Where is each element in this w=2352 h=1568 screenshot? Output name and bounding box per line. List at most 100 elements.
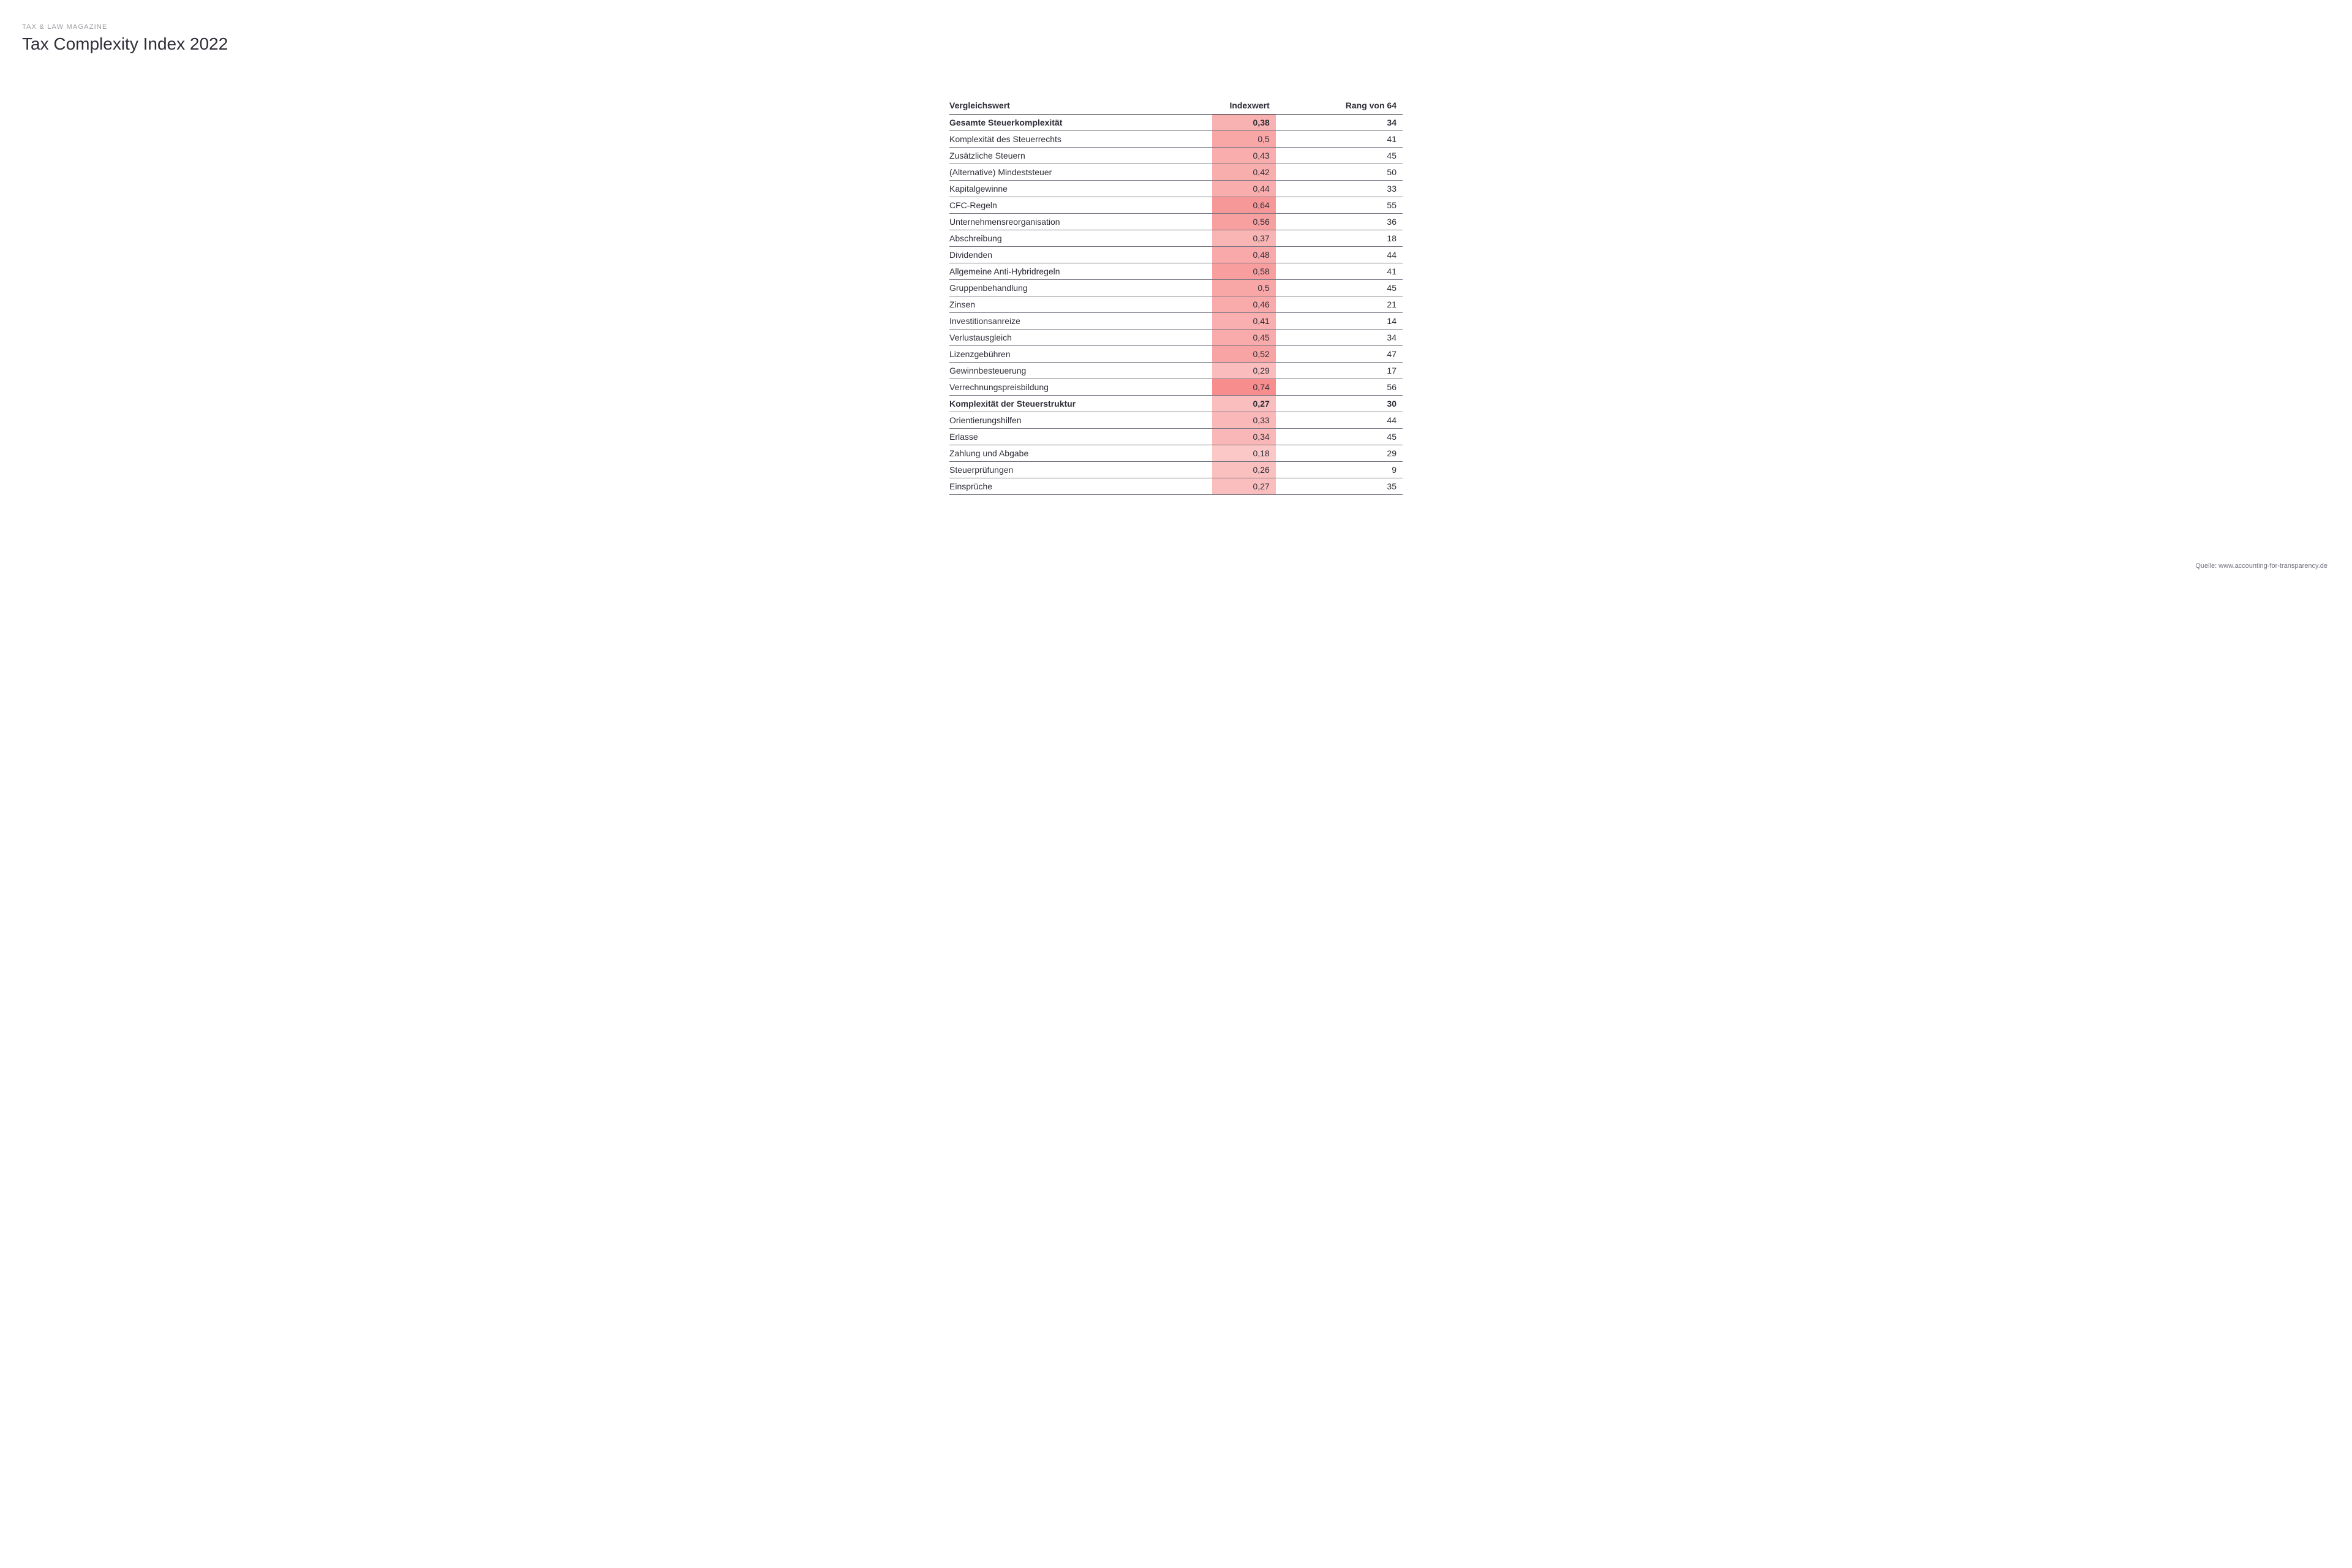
table-row: Gewinnbesteuerung0,2917 (949, 363, 1403, 379)
table-row: (Alternative) Mindeststeuer0,4250 (949, 164, 1403, 181)
table-row: Gesamte Steuerkomplexität0,3834 (949, 115, 1403, 131)
row-index-value: 0,29 (1212, 363, 1276, 379)
row-rank-value: 41 (1276, 263, 1403, 280)
table-row: Verlustausgleich0,4534 (949, 330, 1403, 346)
row-index-value: 0,18 (1212, 445, 1276, 462)
row-index-value: 0,42 (1212, 164, 1276, 181)
row-index-value: 0,5 (1212, 280, 1276, 296)
table-row: Kapitalgewinne0,4433 (949, 181, 1403, 197)
row-index-value: 0,43 (1212, 148, 1276, 164)
row-index-value: 0,74 (1212, 379, 1276, 396)
table-row: Komplexität der Steuerstruktur0,2730 (949, 396, 1403, 412)
tax-complexity-table: Vergleichswert Indexwert Rang von 64 Ges… (949, 97, 1403, 495)
table-row: Unternehmensreorganisation0,5636 (949, 214, 1403, 230)
table-row: Einsprüche0,2735 (949, 478, 1403, 495)
row-rank-value: 44 (1276, 247, 1403, 263)
row-label: Steuerprüfungen (949, 462, 1212, 478)
row-index-value: 0,46 (1212, 296, 1276, 313)
row-label: Lizenzgebühren (949, 346, 1212, 363)
row-index-value: 0,52 (1212, 346, 1276, 363)
row-rank-value: 35 (1276, 478, 1403, 495)
table-row: Zinsen0,4621 (949, 296, 1403, 313)
row-label: Zinsen (949, 296, 1212, 313)
row-index-value: 0,56 (1212, 214, 1276, 230)
table-row: CFC-Regeln0,6455 (949, 197, 1403, 214)
row-label: Unternehmensreorganisation (949, 214, 1212, 230)
row-label: Gruppenbehandlung (949, 280, 1212, 296)
row-index-value: 0,48 (1212, 247, 1276, 263)
row-label: Dividenden (949, 247, 1212, 263)
source-line: Quelle: www.accounting-for-transparency.… (22, 562, 2330, 570)
table-container: Vergleichswert Indexwert Rang von 64 Ges… (949, 97, 1403, 495)
row-rank-value: 45 (1276, 148, 1403, 164)
table-row: Zusätzliche Steuern0,4345 (949, 148, 1403, 164)
row-rank-value: 29 (1276, 445, 1403, 462)
table-header-row: Vergleichswert Indexwert Rang von 64 (949, 97, 1403, 115)
table-row: Verrechnungspreisbildung0,7456 (949, 379, 1403, 396)
row-rank-value: 33 (1276, 181, 1403, 197)
row-label: Orientierungshilfen (949, 412, 1212, 429)
row-rank-value: 56 (1276, 379, 1403, 396)
row-index-value: 0,26 (1212, 462, 1276, 478)
row-label: Verrechnungspreisbildung (949, 379, 1212, 396)
row-index-value: 0,64 (1212, 197, 1276, 214)
col-header-index: Indexwert (1212, 97, 1276, 115)
table-row: Dividenden0,4844 (949, 247, 1403, 263)
table-row: Steuerprüfungen0,269 (949, 462, 1403, 478)
eyebrow: TAX & LAW MAGAZINE (22, 23, 2330, 31)
row-label: Komplexität der Steuerstruktur (949, 396, 1212, 412)
row-label: (Alternative) Mindeststeuer (949, 164, 1212, 181)
row-index-value: 0,27 (1212, 396, 1276, 412)
row-rank-value: 50 (1276, 164, 1403, 181)
row-index-value: 0,44 (1212, 181, 1276, 197)
row-rank-value: 41 (1276, 131, 1403, 148)
row-label: Verlustausgleich (949, 330, 1212, 346)
row-label: Gewinnbesteuerung (949, 363, 1212, 379)
col-header-rank: Rang von 64 (1276, 97, 1403, 115)
table-row: Investitionsanreize0,4114 (949, 313, 1403, 330)
row-index-value: 0,45 (1212, 330, 1276, 346)
row-label: Allgemeine Anti-Hybridregeln (949, 263, 1212, 280)
row-index-value: 0,34 (1212, 429, 1276, 445)
row-label: Gesamte Steuerkomplexität (949, 115, 1212, 131)
row-label: Erlasse (949, 429, 1212, 445)
row-index-value: 0,38 (1212, 115, 1276, 131)
table-row: Orientierungshilfen0,3344 (949, 412, 1403, 429)
row-rank-value: 9 (1276, 462, 1403, 478)
row-rank-value: 17 (1276, 363, 1403, 379)
row-rank-value: 14 (1276, 313, 1403, 330)
row-rank-value: 55 (1276, 197, 1403, 214)
row-rank-value: 21 (1276, 296, 1403, 313)
table-row: Allgemeine Anti-Hybridregeln0,5841 (949, 263, 1403, 280)
row-rank-value: 18 (1276, 230, 1403, 247)
row-label: Zusätzliche Steuern (949, 148, 1212, 164)
row-index-value: 0,58 (1212, 263, 1276, 280)
row-label: Komplexität des Steuerrechts (949, 131, 1212, 148)
row-rank-value: 30 (1276, 396, 1403, 412)
row-label: Kapitalgewinne (949, 181, 1212, 197)
row-rank-value: 45 (1276, 280, 1403, 296)
row-rank-value: 47 (1276, 346, 1403, 363)
row-rank-value: 34 (1276, 330, 1403, 346)
row-rank-value: 45 (1276, 429, 1403, 445)
row-label: Abschreibung (949, 230, 1212, 247)
row-label: Einsprüche (949, 478, 1212, 495)
row-index-value: 0,41 (1212, 313, 1276, 330)
page-title: Tax Complexity Index 2022 (22, 34, 2330, 54)
row-label: Investitionsanreize (949, 313, 1212, 330)
row-rank-value: 34 (1276, 115, 1403, 131)
row-rank-value: 44 (1276, 412, 1403, 429)
table-row: Lizenzgebühren0,5247 (949, 346, 1403, 363)
table-row: Erlasse0,3445 (949, 429, 1403, 445)
row-index-value: 0,5 (1212, 131, 1276, 148)
row-index-value: 0,27 (1212, 478, 1276, 495)
page: TAX & LAW MAGAZINE Tax Complexity Index … (0, 0, 2352, 582)
row-rank-value: 36 (1276, 214, 1403, 230)
table-row: Zahlung und Abgabe0,1829 (949, 445, 1403, 462)
table-body: Gesamte Steuerkomplexität0,3834Komplexit… (949, 115, 1403, 495)
table-row: Gruppenbehandlung0,545 (949, 280, 1403, 296)
row-index-value: 0,33 (1212, 412, 1276, 429)
row-index-value: 0,37 (1212, 230, 1276, 247)
col-header-label: Vergleichswert (949, 97, 1212, 115)
table-row: Abschreibung0,3718 (949, 230, 1403, 247)
